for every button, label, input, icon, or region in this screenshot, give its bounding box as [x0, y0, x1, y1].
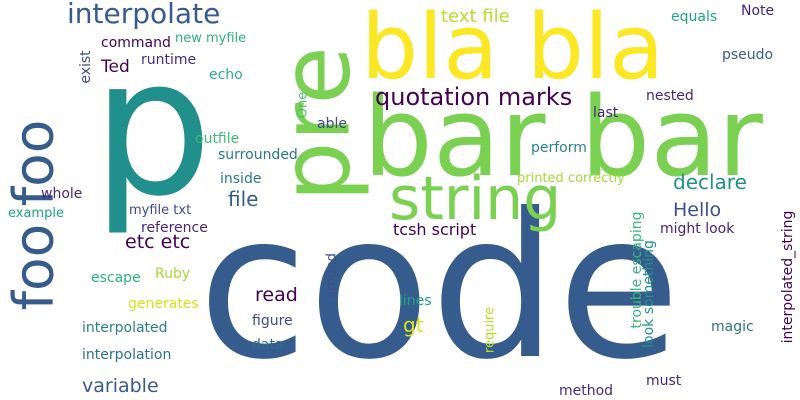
word-cloud-word: Hello	[673, 199, 722, 221]
word-cloud-word: One	[295, 91, 311, 119]
word-cloud-word: printed correctly	[517, 171, 625, 186]
word-cloud-word: interpolation	[82, 347, 172, 363]
word-cloud-word: variable	[82, 375, 159, 397]
word-cloud-word: generates	[128, 296, 199, 312]
word-cloud-word: quotation marks	[375, 83, 573, 111]
word-cloud-word: nested	[646, 88, 694, 104]
word-cloud-word: require	[482, 306, 498, 354]
word-cloud-word: code	[198, 171, 681, 400]
word-cloud-word: method	[559, 383, 614, 399]
word-cloud-word: look something	[641, 240, 657, 348]
word-cloud-word: pseudo	[722, 47, 774, 63]
word-cloud-word: text file	[441, 6, 510, 27]
word-cloud-word: perform	[531, 140, 587, 156]
word-cloud-word: inside	[220, 171, 262, 187]
word-cloud-word: last	[593, 105, 619, 121]
word-cloud-word: bla bla	[361, 0, 665, 100]
word-cloud-word: string	[389, 164, 562, 234]
word-cloud-word: escape	[91, 270, 141, 286]
word-cloud-word: etc etc	[125, 231, 191, 253]
word-cloud-word: magic	[711, 319, 754, 335]
word-cloud-word: Ted	[101, 57, 130, 77]
word-cloud-word: figure	[252, 313, 293, 329]
word-cloud-word: p	[92, 17, 213, 238]
word-cloud-word: exist	[78, 50, 94, 84]
word-cloud-word: runtime	[141, 52, 197, 68]
word-cloud-word: myfile txt	[129, 203, 192, 218]
word-cloud-word: Note	[741, 3, 775, 19]
word-cloud-word: Ruby	[155, 266, 191, 282]
word-cloud-word: outfile	[195, 131, 240, 147]
word-cloud-word: around	[324, 253, 340, 299]
word-cloud-word: new myfile	[175, 31, 247, 46]
word-cloud-word: might look	[660, 221, 735, 237]
word-cloud-word: data	[252, 337, 284, 353]
word-cloud-word: able	[317, 116, 347, 132]
word-cloud-word: equals	[671, 9, 718, 25]
word-cloud-word: read	[255, 284, 298, 306]
word-cloud-word: command	[101, 35, 171, 51]
word-cloud-word: bar bar	[363, 73, 763, 201]
word-cloud-word: example	[8, 206, 64, 221]
word-cloud-word: lines	[399, 293, 432, 309]
word-cloud-word: gt	[403, 313, 424, 337]
word-cloud-word: declare	[673, 170, 747, 194]
word-cloud-word: file	[228, 187, 259, 211]
word-cloud-word: reference	[141, 220, 208, 236]
word-cloud-word: must	[646, 373, 682, 389]
word-cloud-word: interpolated	[82, 320, 168, 336]
word-cloud-word: interpolate	[67, 0, 221, 30]
word-cloud-word: surrounded	[218, 147, 298, 163]
word-cloud-word: whole	[41, 186, 83, 202]
word-cloud-word: tcsh script	[393, 220, 477, 239]
word-cloud-word: echo	[209, 67, 243, 83]
word-cloud-word: interpolated_string	[780, 210, 796, 344]
